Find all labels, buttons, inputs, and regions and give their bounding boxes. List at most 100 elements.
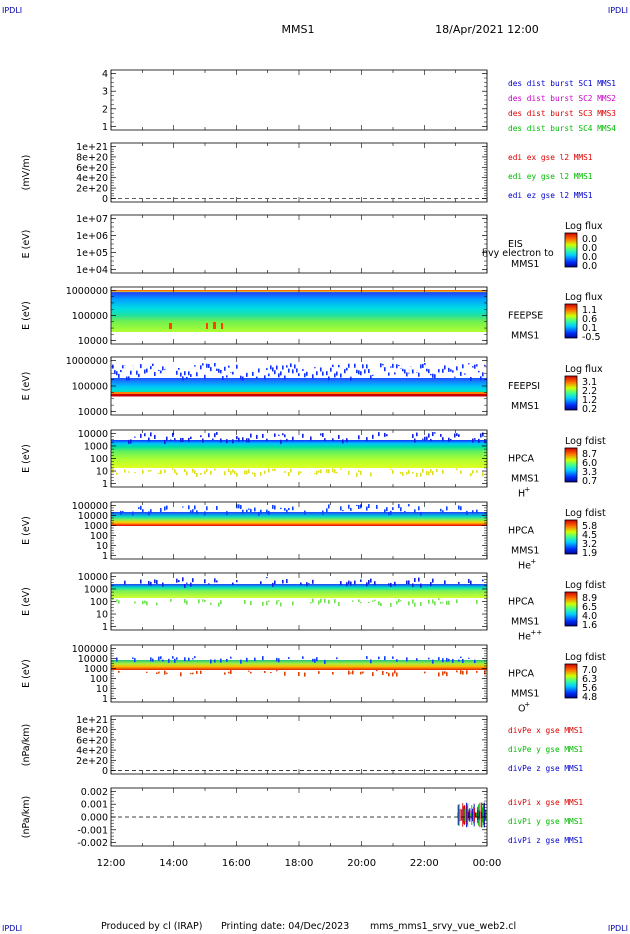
speckle-mark [238,504,240,509]
speckle-mark [202,363,204,366]
speckle-mark [372,434,374,439]
speckle-mark [116,472,118,475]
speckle-mark [186,582,188,584]
speckle-mark [448,600,450,605]
footer-filename: mms_mms1_srvy_vue_web2.cl [370,921,516,932]
speckle-mark [402,472,404,476]
y-tick-label: 100000 [72,501,108,512]
y-tick-label: 0 [102,766,108,777]
speckle-mark [320,598,322,603]
speckle-mark [184,583,186,588]
speckle-mark [184,371,186,376]
speckle-mark [164,670,166,675]
speckle-mark [418,372,420,377]
speckle-mark [348,470,350,475]
speckle-mark [184,657,186,662]
speckle-mark [472,510,474,514]
speckle-mark [288,657,290,659]
speckle-mark [176,370,178,375]
speckle-mark [442,368,444,373]
speckle-mark [402,368,404,372]
speckle-mark [396,364,398,369]
speckle-mark [342,439,344,444]
colorbar [564,375,578,411]
speckle-mark [260,581,262,585]
y-tick-label: 1 [102,622,108,633]
speckle-mark [226,658,228,662]
speckle-mark [340,468,342,470]
speckle-mark [144,369,146,374]
speckle-mark [484,439,486,443]
speckle-mark [158,656,160,661]
speckle-mark [122,511,124,514]
speckle-mark [124,365,126,370]
speckle-mark [476,599,478,604]
spacecraft-label: MMS1 [511,401,539,412]
speckle-mark [214,659,216,663]
speckle-mark [246,438,248,443]
speckle-mark [450,364,452,369]
speckle-mark [422,468,424,473]
speckle-mark [124,469,126,473]
speckle-mark [430,582,432,587]
colorbar-tick-label: 3.2 [582,539,597,550]
speckle-mark [352,600,354,602]
speckle-mark [232,439,234,444]
speckle-mark [192,368,194,373]
speckle-mark [196,372,198,377]
speckle-mark [284,434,286,438]
speckle-mark [160,656,162,660]
speckle-mark [194,365,196,367]
speckle-mark [250,508,252,513]
speckle-mark [390,510,392,515]
y-tick-label: 2 [102,104,108,115]
speckle-mark [420,583,422,588]
panel-frame [110,715,488,775]
speckle-mark [438,657,440,661]
speckle-mark [166,436,168,441]
speckle-mark [472,366,474,368]
speckle-mark [294,364,296,369]
speckle-mark [390,369,392,371]
species-charge: + [530,558,536,566]
speckle-mark [180,437,182,442]
speckle-mark [194,656,196,659]
speckle-mark [366,582,368,587]
speckle-mark [384,432,386,437]
speckle-mark [216,432,218,435]
speckle-mark [210,659,212,664]
hpca-o-spectrogram [111,660,487,670]
speckle-mark [428,369,430,374]
speckle-mark [350,672,352,674]
speckle-mark [396,659,398,662]
speckle-mark [264,670,266,673]
speckle-mark [268,370,270,374]
speckle-mark [448,367,450,372]
speckle-mark [160,369,162,374]
speckle-mark [190,510,192,514]
speckle-mark [248,367,250,371]
speckle-mark [278,434,280,436]
speckle-mark [412,599,414,604]
speckle-mark [232,370,234,375]
speckle-mark [458,659,460,662]
speckle-mark [378,432,380,437]
speckle-mark [334,373,336,378]
footer-printing-date: Printing date: 04/Dec/2023 [221,921,349,932]
legend-entry: divPi x gse MMS1 [508,798,583,807]
speckle-mark [306,371,308,376]
speckle-mark [358,470,360,473]
corner-label: IPDLI [2,6,22,15]
speckle-mark [276,670,278,672]
speckle-mark [140,368,142,373]
speckle-mark [328,599,330,604]
speckle-mark [468,657,470,659]
speckle-mark [384,656,386,661]
speckle-mark [190,672,192,675]
speckle-mark [298,471,300,476]
speckle-mark [304,510,306,515]
speckle-mark [434,374,436,379]
colorbar-tick-label: 1.2 [582,395,597,406]
speckle-mark [164,365,166,370]
speckle-mark [396,601,398,605]
